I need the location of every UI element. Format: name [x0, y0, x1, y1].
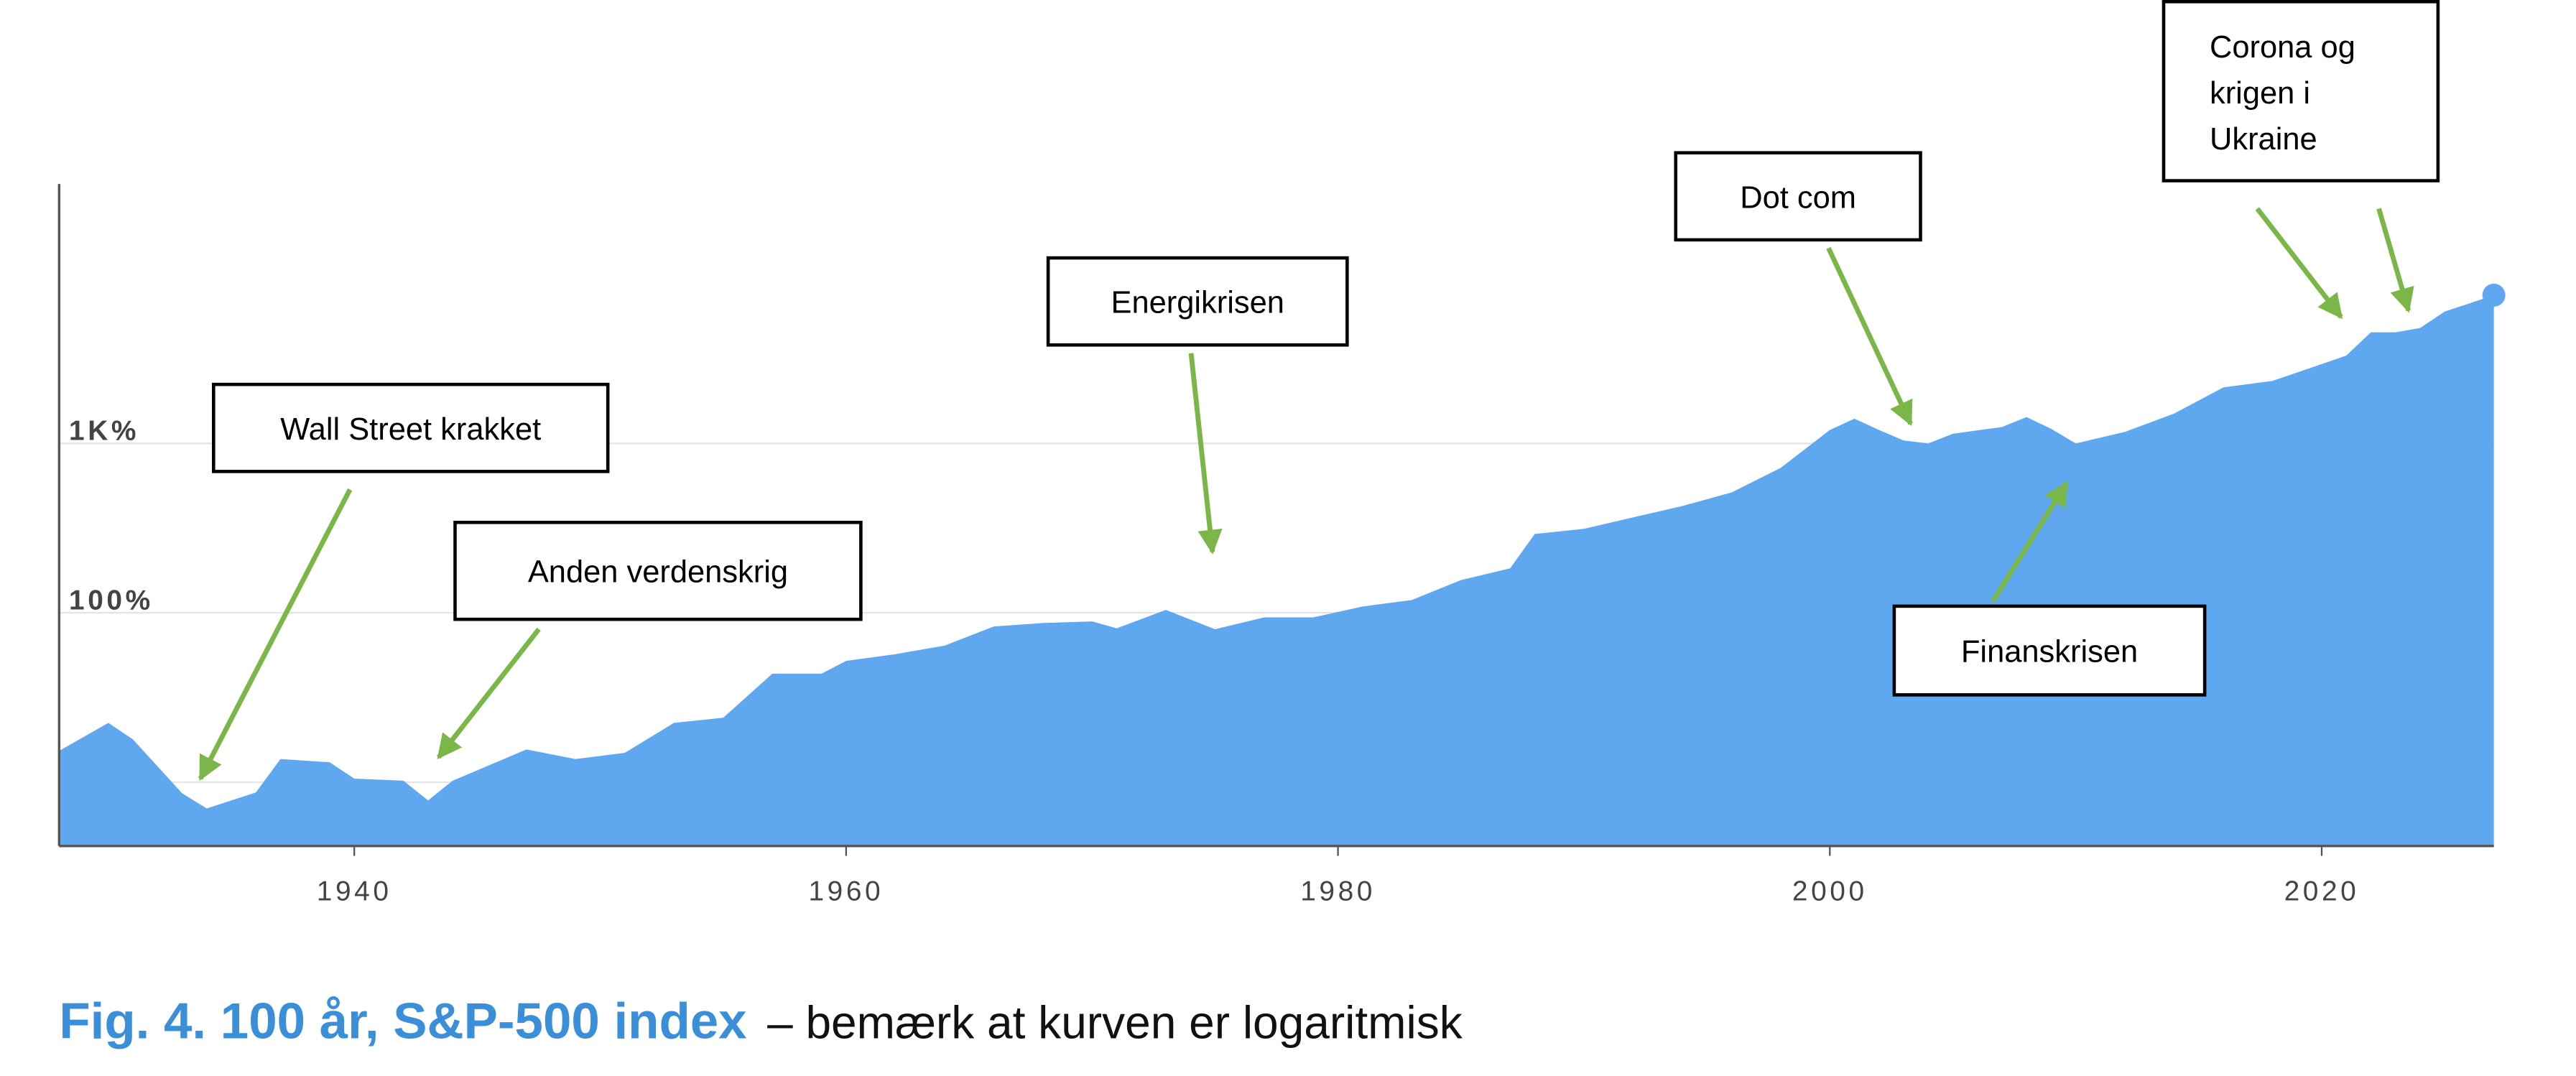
y-tick-label: 100%	[69, 585, 154, 616]
annotation-box	[2162, 0, 2440, 182]
annotation-box	[453, 520, 863, 621]
annotation-arrow	[198, 488, 353, 782]
annotation-text: Finanskrisen	[1961, 635, 2138, 669]
annotation: Wall Street krakket	[198, 382, 610, 782]
annotation-box	[1674, 151, 1922, 242]
x-tick-label: 1940	[317, 876, 392, 906]
annotation: Energikrisen	[1046, 256, 1349, 555]
x-tick-label: 2020	[2284, 876, 2360, 906]
annotation-arrow	[1991, 481, 2069, 603]
annotation-box	[212, 382, 610, 473]
annotation: Finanskrisen	[1892, 481, 2207, 697]
caption-highlight: Fig. 4. 100 år, S&P-500 index	[59, 993, 746, 1049]
annotation-arrow	[2376, 208, 2414, 313]
annotation-text: krigen i	[2210, 76, 2310, 111]
annotation-box	[1046, 256, 1349, 347]
annotation: Dot com	[1674, 151, 1922, 427]
annotation-arrow	[436, 627, 541, 760]
annotation-arrow	[1188, 353, 1223, 555]
annotation-text: Corona og	[2210, 30, 2355, 65]
x-tick-label: 2000	[1792, 876, 1868, 906]
x-tick-label: 1960	[808, 876, 884, 906]
annotation-text: Ukraine	[2210, 122, 2317, 157]
caption: Fig. 4. 100 år, S&P-500 index – bemærk a…	[59, 993, 1463, 1049]
annotation-text: Dot com	[1740, 180, 1856, 215]
annotation: Anden verdenskrig	[436, 520, 863, 760]
y-tick-label: 1K%	[69, 416, 139, 447]
end-point	[2482, 283, 2506, 307]
annotation-box	[1892, 604, 2207, 697]
area	[59, 294, 2494, 846]
annotation: Corona og krigen i Ukraine	[2162, 0, 2440, 320]
annotation-text: Energikrisen	[1111, 286, 1284, 320]
annotation-text: Wall Street krakket	[280, 412, 541, 447]
annotation-text: Anden verdenskrig	[528, 555, 788, 590]
x-tick-label: 1980	[1300, 876, 1376, 906]
annotation-arrow	[1826, 246, 1913, 427]
annotation-arrow	[2255, 207, 2343, 320]
caption-text: – bemærk at kurven er logaritmisk	[767, 996, 1463, 1048]
